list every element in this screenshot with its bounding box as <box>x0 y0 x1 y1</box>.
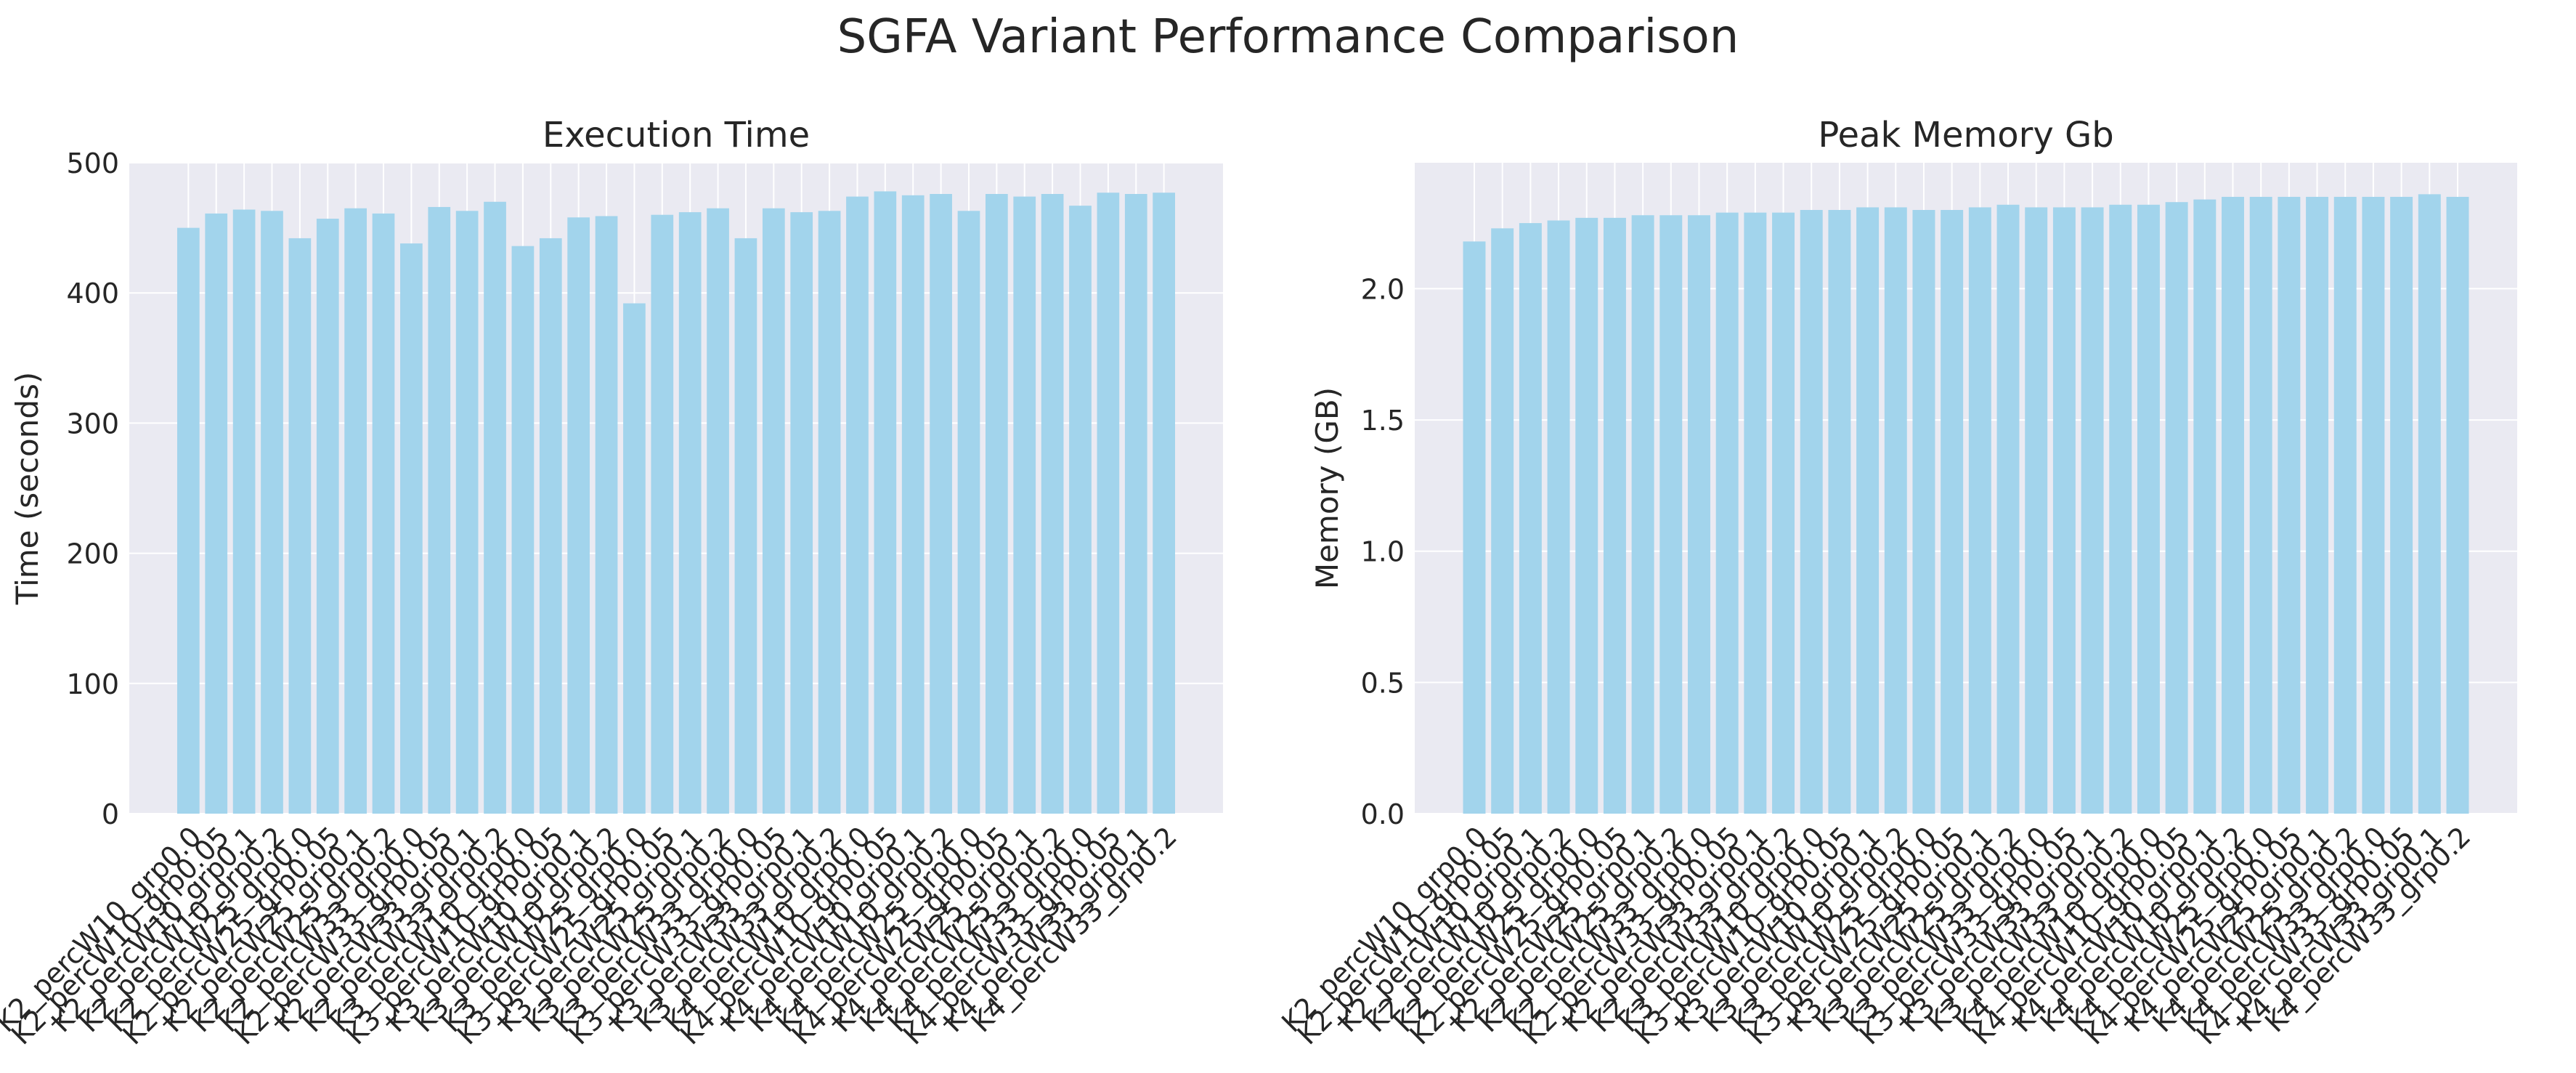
bar-K3_percW25_grp0.05 <box>651 214 674 814</box>
bar-K3_percW33_grp0.2 <box>2109 204 2132 814</box>
y-tick-label: 300 <box>66 408 119 440</box>
bar-K2_percW33_grp0.0 <box>400 243 423 814</box>
figure-title: SGFA Variant Performance Comparison <box>837 10 1739 64</box>
y-tick-label: 1.5 <box>1361 405 1405 437</box>
y-tick-label: 2.0 <box>1361 273 1405 305</box>
bar-K2_percW10_grp0.05 <box>1491 228 1514 814</box>
bar-K3_percW10_grp0.05 <box>539 238 562 814</box>
bar-K4_percW10_grp0.2 <box>2222 196 2244 814</box>
bar-K3_percW10_grp0.2 <box>595 216 618 814</box>
bar-K4_percW33_grp0.0 <box>1069 206 1092 814</box>
bar-K4_percW10_grp0.0 <box>846 196 869 814</box>
bar-K3_percW25_grp0.2 <box>1996 204 2020 814</box>
y-tick-label: 1.0 <box>1361 536 1405 568</box>
bar-K3_percW33_grp0.05 <box>762 208 785 814</box>
bar-K4_percW10_grp0.05 <box>874 191 897 814</box>
bar-K3_percW33_grp0.0 <box>2025 207 2048 814</box>
bar-K4_percW10_grp0.1 <box>2193 199 2217 814</box>
bar-K3_percW10_grp0.2 <box>1884 207 1907 814</box>
y-tick-label: 400 <box>66 278 119 309</box>
bar-K4_percW25_grp0.0 <box>2249 196 2272 814</box>
bar-K3_percW33_grp0.0 <box>734 238 757 814</box>
y-tick-label: 500 <box>66 147 119 179</box>
bar-K3_percW25_grp0.2 <box>707 208 729 814</box>
bar-K2_percW33_grp0.05 <box>1715 212 1739 814</box>
bar-K2_percW33_grp0.05 <box>428 206 451 814</box>
bar-K4_percW33_grp0.1 <box>2418 194 2441 814</box>
plot-area-2 <box>1415 163 2517 814</box>
bar-K4_percW10_grp0.1 <box>901 195 925 814</box>
bar-K4_percW25_grp0.1 <box>2306 196 2329 814</box>
bar-K2_percW25_grp0.05 <box>316 219 339 814</box>
bar-K3_percW10_grp0.05 <box>1828 210 1851 814</box>
bar-K2_percW25_grp0.0 <box>1575 217 1598 814</box>
bar-K2_percW10_grp0.0 <box>1463 241 1486 814</box>
bar-K4_percW33_grp0.0 <box>2362 196 2385 814</box>
bar-K2_percW33_grp0.2 <box>1772 212 1795 814</box>
bar-K2_percW25_grp0.05 <box>1603 217 1626 814</box>
bar-K3_percW25_grp0.1 <box>678 212 702 814</box>
bar-K2_percW25_grp0.1 <box>1631 215 1654 814</box>
bar-K4_percW10_grp0.05 <box>2165 202 2188 814</box>
bar-K3_percW25_grp0.05 <box>1941 210 1964 814</box>
panel-title-1: Execution Time <box>543 115 810 155</box>
bar-K3_percW25_grp0.0 <box>1912 210 1935 814</box>
bar-K2_percW25_grp0.2 <box>1659 215 1683 814</box>
bar-K2_percW33_grp0.2 <box>484 201 506 814</box>
bar-K4_percW33_grp0.05 <box>1097 193 1120 814</box>
bar-K4_percW33_grp0.2 <box>1153 193 1175 814</box>
bar-K2_percW10_grp0.2 <box>261 211 283 814</box>
bar-K3_percW33_grp0.1 <box>2081 207 2104 814</box>
bar-K3_percW25_grp0.1 <box>1968 207 1991 814</box>
bar-K4_percW25_grp0.2 <box>1041 194 1064 814</box>
bar-K4_percW10_grp0.0 <box>2137 204 2160 814</box>
y-axis-label-1: Time (seconds) <box>9 372 45 606</box>
bar-K3_percW33_grp0.05 <box>2052 207 2076 814</box>
bar-K3_percW10_grp0.0 <box>511 246 535 814</box>
bar-K3_percW10_grp0.1 <box>1856 207 1880 814</box>
bar-K3_percW33_grp0.2 <box>818 211 841 814</box>
bar-K4_percW25_grp0.1 <box>1013 196 1036 814</box>
bar-K4_percW33_grp0.2 <box>2446 196 2469 814</box>
bar-K3_percW10_grp0.1 <box>567 217 590 814</box>
bar-K2_percW25_grp0.2 <box>372 213 395 814</box>
y-axis-label-2: Memory (GB) <box>1309 387 1345 589</box>
bar-K2_percW10_grp0.05 <box>205 213 228 814</box>
plot-area-1 <box>129 163 1223 814</box>
y-tick-label: 0 <box>102 798 119 830</box>
bar-K2_percW10_grp0.1 <box>232 209 256 814</box>
bar-K4_percW33_grp0.05 <box>2390 196 2413 814</box>
bar-K2_percW33_grp0.1 <box>1744 212 1767 814</box>
y-tick-label: 200 <box>66 538 119 570</box>
y-tick-label: 100 <box>66 668 119 700</box>
y-tick-label: 0.5 <box>1361 667 1405 699</box>
bar-K2_percW25_grp0.1 <box>344 208 367 814</box>
bar-K4_percW33_grp0.1 <box>1124 194 1147 814</box>
bar-K4_percW25_grp0.0 <box>957 211 980 814</box>
bar-K2_percW10_grp0.0 <box>177 227 200 814</box>
y-tick-label: 0.0 <box>1361 798 1405 830</box>
bar-K3_percW33_grp0.1 <box>790 212 813 814</box>
bar-K2_percW25_grp0.0 <box>288 238 312 814</box>
bar-K2_percW10_grp0.2 <box>1547 220 1570 814</box>
panel-title-2: Peak Memory Gb <box>1818 115 2113 155</box>
bar-K3_percW10_grp0.0 <box>1800 210 1823 814</box>
bar-K2_percW33_grp0.1 <box>455 211 479 814</box>
bar-K2_percW33_grp0.0 <box>1688 215 1710 814</box>
bar-K4_percW25_grp0.05 <box>986 194 1008 814</box>
bar-K4_percW25_grp0.2 <box>2333 196 2357 814</box>
bar-K3_percW25_grp0.0 <box>623 303 646 814</box>
bar-K4_percW25_grp0.05 <box>2278 196 2301 814</box>
bar-K2_percW10_grp0.1 <box>1519 223 1542 814</box>
bar-K4_percW10_grp0.2 <box>930 194 952 814</box>
